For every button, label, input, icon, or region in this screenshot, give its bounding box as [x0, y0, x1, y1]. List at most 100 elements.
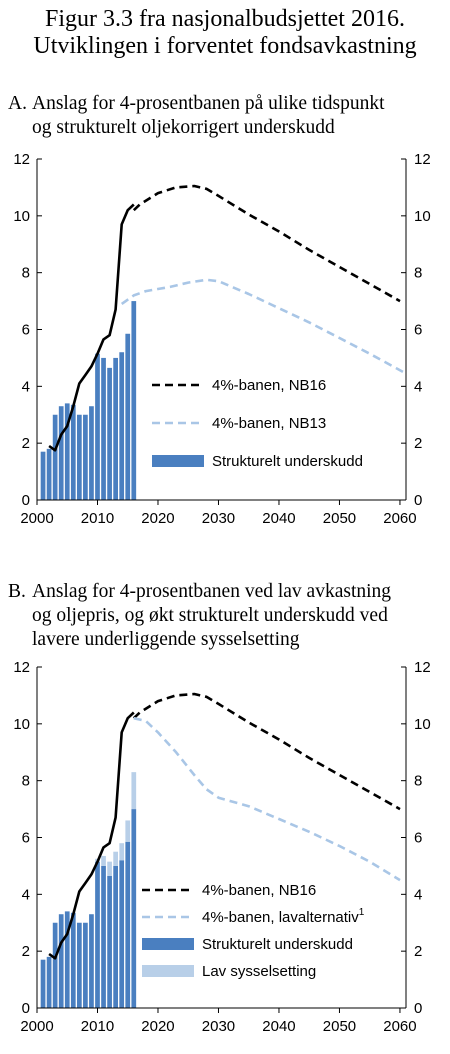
bar-strukturelt-2005 [64, 403, 70, 500]
bar-strukturelt-2001 [40, 959, 46, 1008]
panel-b-title-line1: Anslag for 4-prosentbanen ved lav avkast… [32, 581, 392, 602]
panel-b-title-line3: lavere underliggende sysselsetting [32, 629, 300, 650]
x-tick-label: 2030 [202, 510, 235, 527]
x-tick-label: 2040 [262, 1018, 295, 1035]
x-tick-label: 2050 [323, 1018, 356, 1035]
bar-strukturelt-2010 [95, 353, 100, 500]
x-tick-label: 2000 [20, 1018, 53, 1035]
y-tick-label-left: 12 [13, 659, 30, 676]
y-tick-label-right: 4 [414, 378, 422, 395]
y-tick-label-right: 8 [414, 265, 422, 282]
y-tick-label-right: 0 [414, 492, 422, 509]
y-tick-label-left: 0 [22, 492, 30, 509]
bar-lav-sysselsetting-2016 [131, 772, 137, 810]
legend-label: Lav sysselsetting [202, 963, 316, 980]
line-series-2 [133, 716, 401, 882]
bar-lav-sysselsetting-2013 [113, 851, 118, 866]
legend-swatch-bar [142, 965, 194, 977]
bar-strukturelt-2008 [83, 414, 88, 500]
y-tick-label-left: 6 [22, 830, 30, 847]
x-tick-label: 2040 [262, 510, 295, 527]
x-tick-label: 2060 [383, 1018, 416, 1035]
bar-strukturelt-2015 [125, 333, 131, 500]
bar-strukturelt-2009 [89, 406, 94, 500]
panel-b-letter: B. [8, 581, 26, 602]
figure-title-line1: Figur 3.3 fra nasjonalbudsjettet 2016. [45, 6, 405, 32]
bar-strukturelt-2014 [119, 860, 125, 1008]
chart-a: 0 0 2 2 4 4 6 6 8 8 10 10 12 12 2000 2010 2020 2030 2040 20… [13, 151, 431, 527]
bar-strukturelt-2016 [131, 301, 137, 500]
figure-title: Figur 3.3 fra nasjonalbudsjettet 2016. U… [0, 6, 450, 60]
x-tick-label: 2020 [141, 510, 174, 527]
bar-strukturelt-2003 [52, 922, 58, 1008]
y-tick-label-right: 4 [414, 886, 422, 903]
panel-a-title: A. Anslag for 4-prosentbanen på ulike tid… [8, 92, 448, 140]
legend-label: 4%-banen, lavalternativ1 [202, 907, 365, 926]
bar-strukturelt-2012 [107, 875, 112, 1008]
bar-strukturelt-2005 [64, 911, 70, 1008]
y-tick-label-left: 12 [13, 151, 30, 168]
y-tick-label-right: 2 [414, 943, 422, 960]
chart-b: 0 0 2 2 4 4 6 6 8 8 10 10 12 12 2000 2010 2020 2030 2040 20… [13, 659, 431, 1035]
bar-strukturelt-2001 [40, 451, 46, 500]
y-tick-label-right: 10 [414, 716, 431, 733]
bar-strukturelt-2013 [113, 357, 118, 500]
y-tick-label-right: 8 [414, 773, 422, 790]
bar-strukturelt-2006 [70, 912, 76, 1008]
line-historical-fund-return [48, 203, 135, 452]
y-tick-label-right: 6 [414, 322, 422, 339]
panel-a-title-line2: og strukturelt oljekorrigert underskudd [32, 117, 335, 138]
bar-strukturelt-2003 [52, 414, 58, 500]
y-tick-label-right: 2 [414, 435, 422, 452]
bar-strukturelt-2002 [46, 956, 52, 1008]
bar-strukturelt-2002 [46, 448, 52, 500]
y-tick-label-right: 10 [414, 208, 431, 225]
bar-lav-sysselsetting-2012 [107, 861, 112, 876]
x-tick-label: 2060 [383, 510, 416, 527]
panel-a-letter: A. [8, 93, 27, 114]
legend-swatch-bar [142, 938, 194, 950]
line-series-2 [120, 278, 407, 375]
bar-strukturelt-2010 [95, 861, 100, 1008]
line-series-1 [132, 184, 401, 303]
bar-strukturelt-2011 [101, 865, 106, 1008]
legend-label: Strukturelt underskudd [202, 936, 353, 953]
figure-title-line2: Utviklingen i forventet fondsavkastning [33, 33, 417, 59]
bar-strukturelt-2007 [76, 414, 82, 500]
bar-strukturelt-2004 [58, 914, 64, 1008]
bar-strukturelt-2006 [70, 404, 76, 500]
y-tick-label-left: 0 [22, 1000, 30, 1017]
bar-strukturelt-2008 [83, 922, 88, 1008]
y-tick-label-left: 8 [22, 773, 30, 790]
x-tick-label: 2050 [323, 510, 356, 527]
bar-lav-sysselsetting-2015 [125, 820, 131, 842]
bar-strukturelt-2007 [76, 922, 82, 1008]
bar-strukturelt-2012 [107, 367, 112, 500]
x-tick-label: 2010 [81, 1018, 114, 1035]
y-tick-label-left: 10 [13, 208, 30, 225]
legend-label: Strukturelt underskudd [212, 453, 363, 470]
legend-label: 4%-banen, NB16 [212, 377, 326, 394]
y-tick-label-left: 4 [22, 886, 30, 903]
y-tick-label-left: 2 [22, 435, 30, 452]
x-tick-label: 2000 [20, 510, 53, 527]
bar-lav-sysselsetting-2011 [101, 855, 106, 866]
y-tick-label-left: 4 [22, 378, 30, 395]
bar-strukturelt-2009 [89, 914, 94, 1008]
y-tick-label-left: 2 [22, 943, 30, 960]
line-historical-fund-return [48, 711, 135, 960]
legend-swatch-bar [152, 455, 204, 467]
bar-strukturelt-2013 [113, 865, 118, 1008]
y-tick-label-left: 6 [22, 322, 30, 339]
x-tick-label: 2010 [81, 510, 114, 527]
panel-b-title-line2: og oljepris, og økt strukturelt undersku… [32, 605, 388, 626]
legend-label: 4%-banen, NB13 [212, 415, 326, 432]
y-tick-label-right: 0 [414, 1000, 422, 1017]
y-tick-label-left: 8 [22, 265, 30, 282]
bar-lav-sysselsetting-2014 [119, 843, 125, 861]
bar-strukturelt-2015 [125, 841, 131, 1008]
y-tick-label-left: 10 [13, 716, 30, 733]
legend-superscript: 1 [359, 907, 365, 918]
bar-strukturelt-2016 [131, 809, 137, 1008]
bar-strukturelt-2014 [119, 352, 125, 500]
